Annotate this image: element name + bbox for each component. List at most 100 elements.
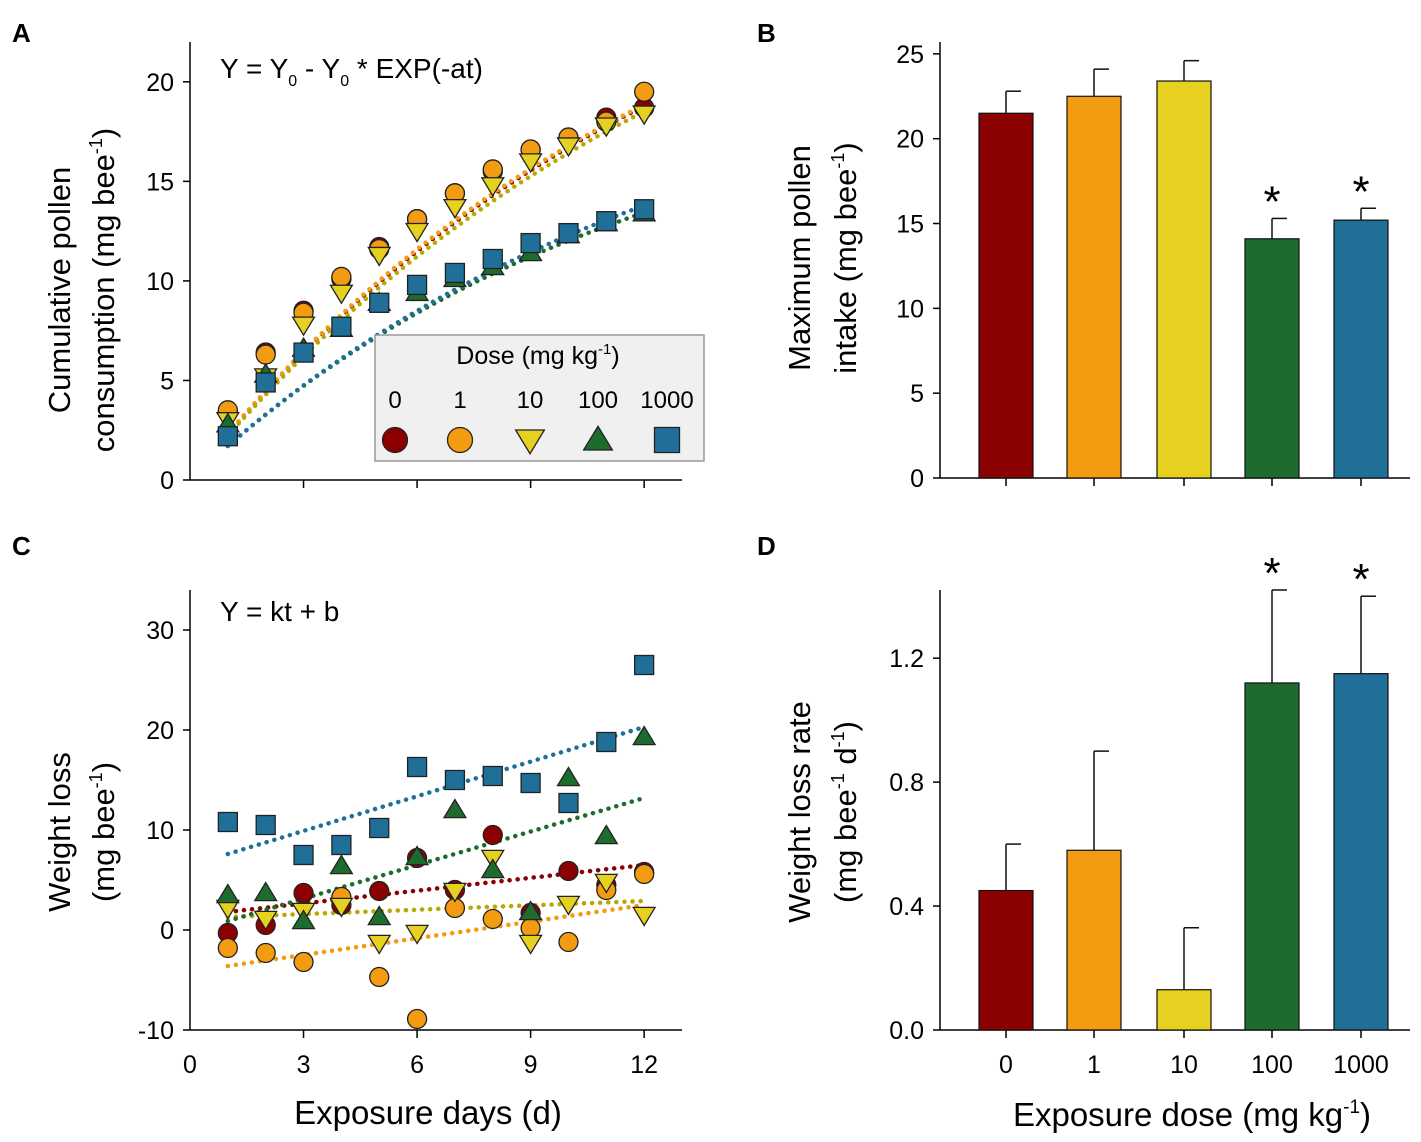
- data-point-1000: [217, 426, 238, 447]
- data-point-1000: [293, 342, 314, 363]
- data-point-0: [482, 824, 503, 846]
- data-point-100: [367, 905, 392, 926]
- data-point-100: [215, 883, 240, 904]
- data-point-10: [632, 906, 657, 927]
- data-point-10: [329, 284, 354, 305]
- data-point-1000: [217, 811, 238, 833]
- legend-label-100: 100: [578, 387, 618, 414]
- panel-c-label: C: [12, 531, 31, 561]
- bar-100: [1244, 682, 1300, 1031]
- data-point-10: [556, 137, 581, 158]
- panel-a-ylabel-line1: Cumulative pollen: [42, 167, 77, 413]
- data-point-100: [480, 858, 505, 879]
- data-point-100: [632, 725, 657, 746]
- y-tick-label: 0: [910, 465, 924, 493]
- panel-b-bars: * *: [978, 59, 1389, 486]
- data-point-1000: [520, 772, 541, 794]
- panel-c-fit-lines: [225, 724, 647, 969]
- data-point-1: [482, 159, 503, 180]
- data-point-10: [556, 895, 581, 916]
- y-tick-label: 10: [146, 817, 174, 845]
- panel-c-ylabel-line1: Weight loss: [42, 752, 77, 912]
- data-point-100: [291, 909, 316, 930]
- data-point-10: [480, 177, 505, 198]
- y-tick-label: 20: [896, 126, 924, 154]
- x-tick-label: 9: [524, 1051, 538, 1079]
- bar-10: [1156, 80, 1212, 479]
- legend-label-0: 0: [388, 387, 401, 414]
- significance-star-1000: *: [1352, 555, 1369, 604]
- data-point-100: [329, 854, 354, 875]
- legend-label-1000: 1000: [640, 387, 693, 414]
- data-point-1: [217, 937, 238, 959]
- data-point-0: [558, 860, 579, 882]
- data-point-1: [520, 917, 541, 939]
- y-tick-label: 10: [896, 295, 924, 323]
- panel-a: A Y = Y0 - Y0 * EXP(-at) Cumulative poll…: [12, 18, 705, 495]
- data-point-1: [255, 344, 276, 365]
- panel-a-y-ticks: 0 5 10 15 20: [146, 69, 190, 495]
- data-point-100: [594, 824, 619, 845]
- legend-label-1: 1: [453, 387, 466, 414]
- panel-d-xlabel: Exposure dose (mg kg-1): [1013, 1096, 1371, 1133]
- panel-c-xlabel: Exposure days (d): [294, 1094, 562, 1131]
- data-point-1000: [331, 834, 352, 856]
- fit-line-0: [225, 862, 647, 915]
- y-tick-label: 20: [146, 69, 174, 97]
- legend-marker-0: [381, 426, 409, 454]
- panel-c-x-ticks: 0 3 6 9 12: [183, 1030, 658, 1079]
- data-point-10: [291, 316, 316, 337]
- bar-1000: [1333, 673, 1389, 1031]
- data-point-10: [518, 153, 543, 174]
- data-point-10: [632, 105, 657, 126]
- data-point-100: [556, 766, 581, 787]
- x-tick-label: 3: [297, 1051, 311, 1079]
- data-point-1: [482, 908, 503, 930]
- data-point-1: [255, 942, 276, 964]
- panel-b-ylabel-line1: Maximum pollen: [782, 145, 817, 371]
- data-point-1000: [369, 292, 390, 313]
- data-point-100: [442, 798, 468, 819]
- data-point-10: [329, 897, 354, 918]
- fit-line-100: [225, 795, 647, 924]
- data-point-1000: [558, 222, 579, 244]
- legend-label-10: 10: [517, 387, 544, 414]
- fit-line-10: [225, 109, 647, 438]
- data-point-1000: [634, 654, 655, 676]
- y-tick-label: 1.2: [889, 645, 924, 673]
- data-point-1000: [255, 814, 276, 836]
- y-tick-label: 15: [146, 168, 174, 196]
- data-point-0: [369, 880, 390, 902]
- data-point-1: [634, 863, 655, 885]
- data-point-10: [404, 222, 430, 243]
- data-point-1000: [406, 756, 428, 778]
- data-point-100: [253, 881, 278, 902]
- bar-1000: [1333, 219, 1389, 479]
- legend-box: [374, 334, 705, 462]
- panel-d-y-ticks: 0.0 0.4 0.8 1.2: [889, 645, 940, 1045]
- legend-marker-1: [446, 426, 474, 454]
- data-point-1000: [406, 274, 428, 296]
- y-tick-label: 30: [146, 617, 174, 645]
- data-point-1000: [331, 316, 352, 337]
- significance-star-100: *: [1263, 177, 1280, 226]
- panel-a-x-ticks: [302, 480, 645, 488]
- y-tick-label: 0.8: [889, 769, 924, 797]
- fit-line-1000: [225, 203, 647, 449]
- fit-line-1: [225, 902, 647, 969]
- data-point-1000: [255, 372, 276, 393]
- x-tick-label: 0: [183, 1051, 197, 1079]
- data-point-1: [293, 951, 314, 973]
- fit-line-1000: [225, 724, 647, 857]
- y-tick-label: 0: [160, 467, 174, 495]
- y-tick-label: 20: [146, 717, 174, 745]
- data-point-1000: [596, 731, 617, 753]
- panel-c: C Y = kt + b Weight loss (mg bee-1) -10 0…: [12, 531, 682, 1131]
- y-tick-label: 15: [896, 211, 924, 239]
- bar-100: [1244, 238, 1300, 479]
- x-tick-label-1000: 1000: [1333, 1051, 1389, 1079]
- panel-b-ylabel-line2: intake (mg bee-1): [828, 142, 863, 373]
- y-tick-label: 0: [160, 917, 174, 945]
- panel-c-points: [215, 654, 657, 1030]
